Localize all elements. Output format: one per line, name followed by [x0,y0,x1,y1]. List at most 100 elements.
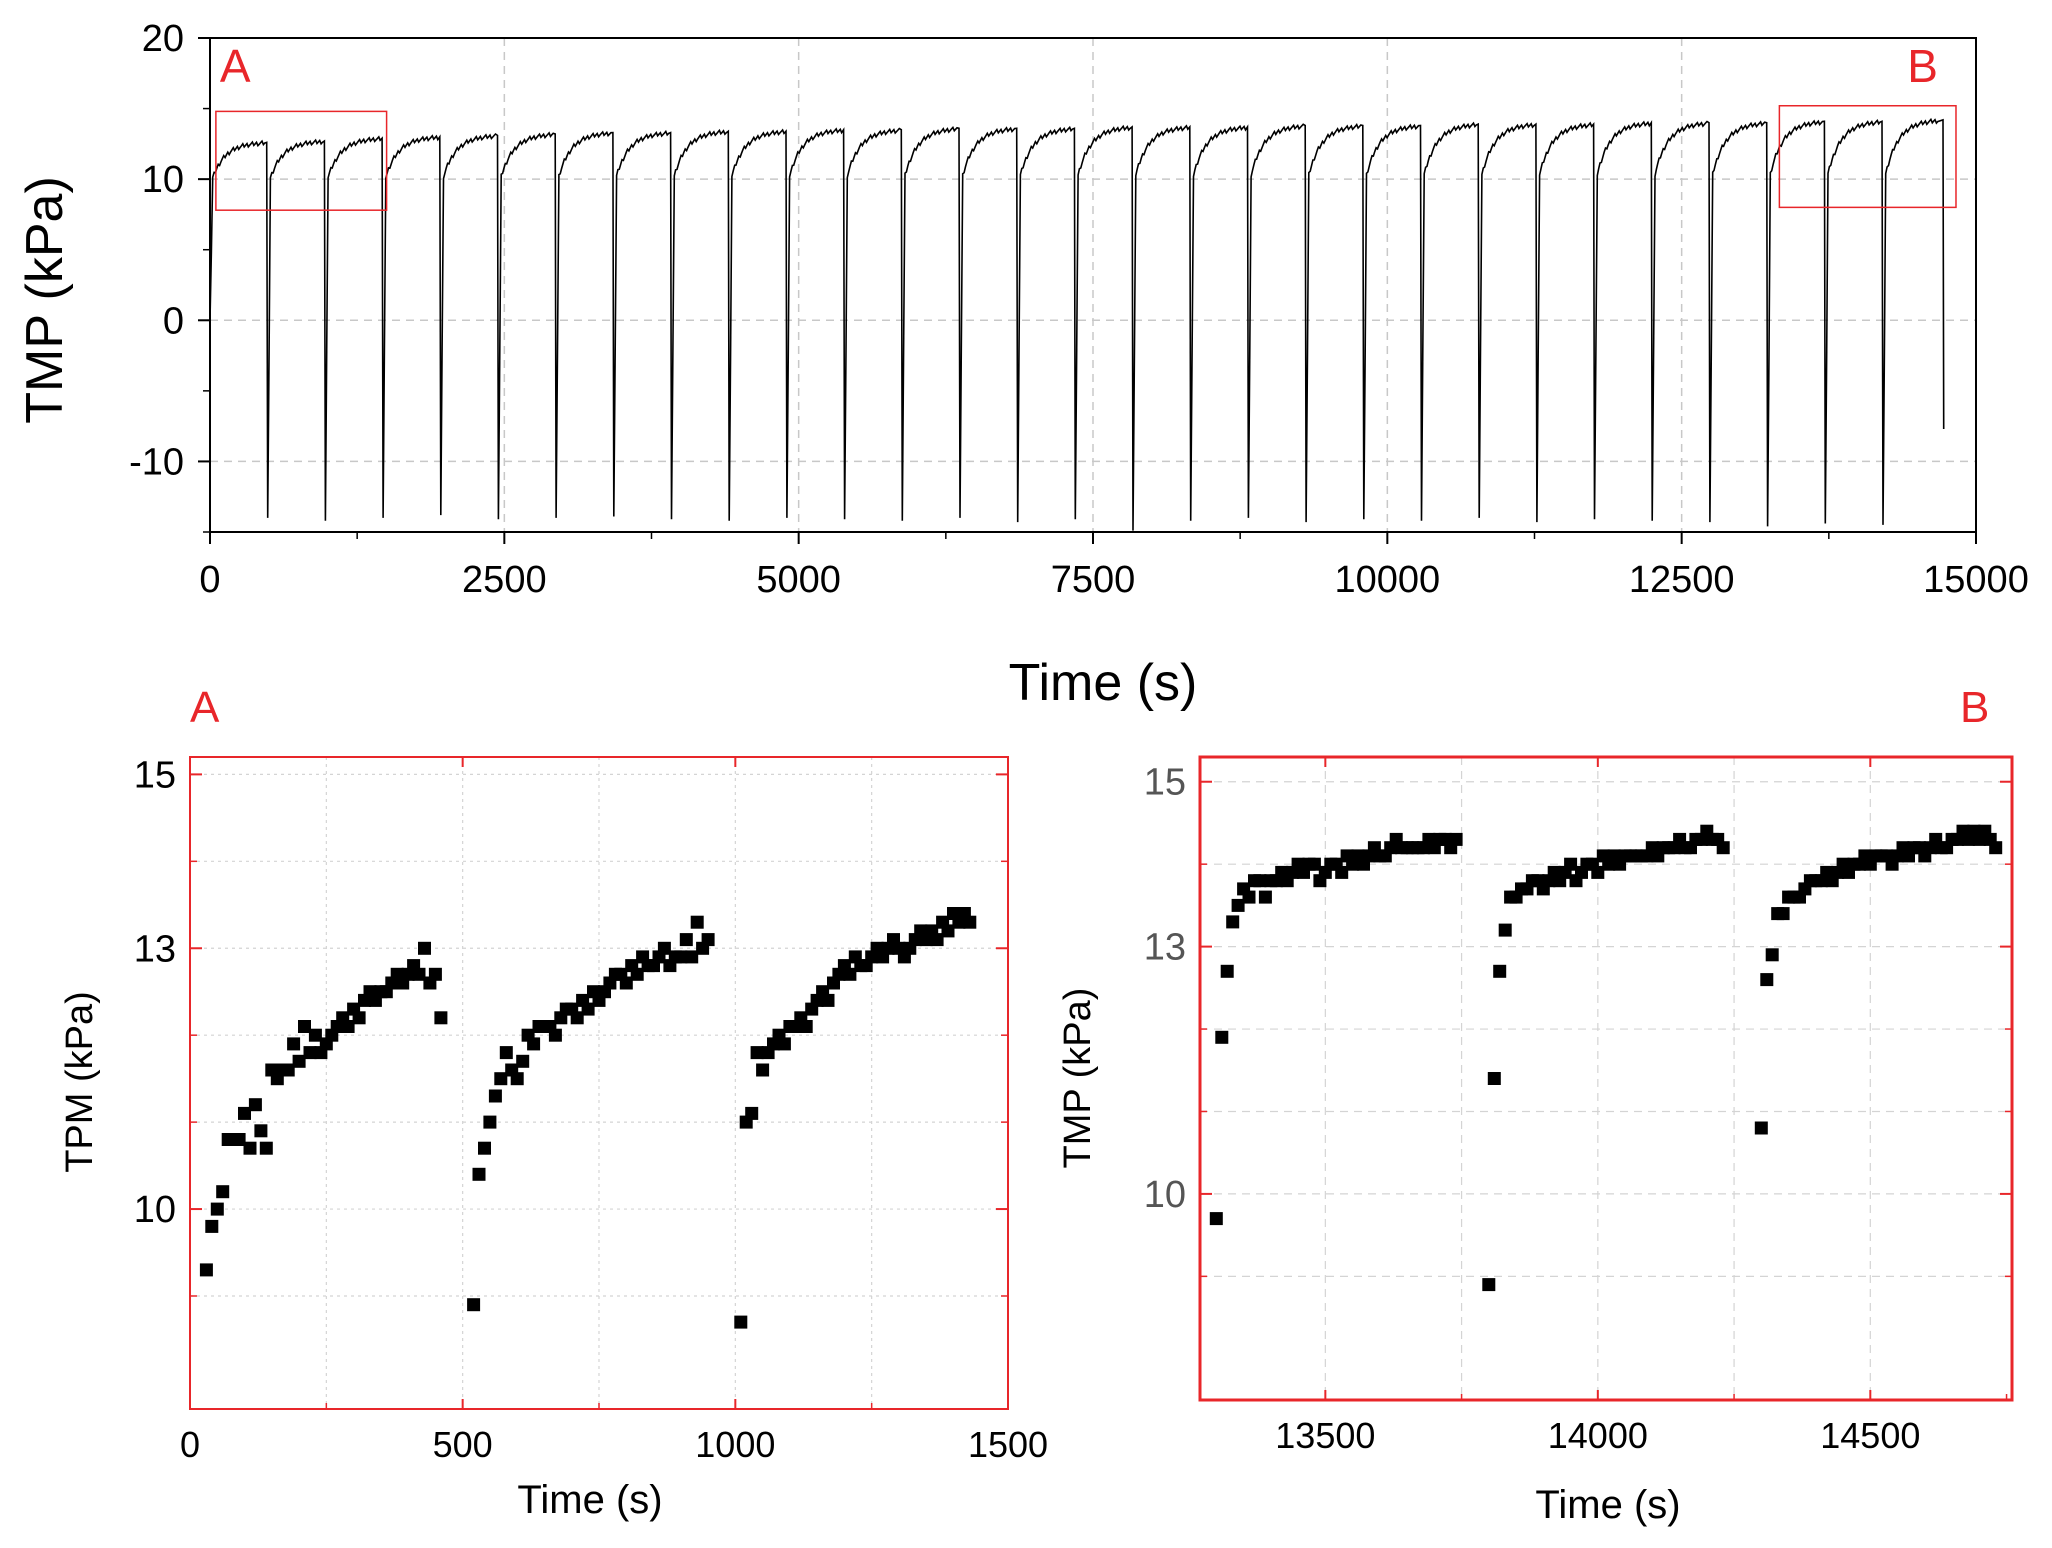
main-y-tick-label: 10 [142,159,184,201]
main-x-ticks: 0 2500 5000 7500 10000 12500 15000 [199,532,2029,601]
data-point [843,967,857,981]
data-point [428,967,442,981]
data-point [488,1089,502,1103]
data-point [248,1098,262,1112]
y-tick-label: 10 [134,1189,176,1231]
data-point [434,1011,448,1025]
data-point [292,1054,306,1068]
panel-a-y-ticks: 10 13 15 [134,754,1008,1297]
data-point [1564,857,1578,871]
data-point [254,1124,268,1138]
data-point [777,1037,791,1051]
data-point [1231,898,1245,912]
region-label-b: B [1907,40,1938,92]
data-point [298,1020,311,1033]
main-grid [210,38,1976,532]
region-box-b [1778,104,1957,209]
data-point [527,1037,541,1051]
data-point [1989,841,2003,855]
main-y-ticks: -10 0 10 20 [129,18,210,533]
data-point [341,1020,355,1033]
data-point [412,967,426,981]
data-point [1253,874,1267,888]
data-point [701,933,715,947]
data-point [238,1106,251,1120]
inset-panel-a: A 0 500 1000 1500 10 13 15 Time (s) TPM (kPa) [59,683,1048,1522]
data-point [1776,907,1790,921]
data-point [619,976,633,990]
data-point [199,1263,213,1277]
data-point [210,1202,224,1216]
x-tick-label: 0 [180,1424,200,1465]
main-y-axis-label: TMP (kPa) [16,176,74,424]
data-point [308,1028,322,1042]
data-point [930,933,944,947]
data-point [205,1219,219,1233]
data-point [232,1133,246,1146]
data-point [418,941,431,955]
data-point [548,1028,562,1042]
main-x-tick-label: 2500 [462,559,547,601]
data-point [510,1072,524,1086]
data-point [1493,964,1507,978]
data-point [745,1106,759,1120]
data-point [1765,948,1779,962]
x-tick-label: 1500 [968,1424,1048,1465]
data-point [287,1037,301,1051]
region-label-a: A [220,40,251,92]
main-x-tick-label: 10000 [1334,559,1440,601]
data-point [1215,1030,1229,1044]
y-tick-label: 10 [1144,1174,1186,1216]
data-point [1335,865,1349,879]
panel-a-points [199,907,977,1329]
main-x-tick-label: 12500 [1629,559,1735,601]
main-y-tick-label: 20 [142,18,184,60]
data-point [483,1115,497,1129]
main-y-tick-label: 0 [163,300,184,342]
main-y-tick-label: -10 [129,441,184,483]
panel-a-y-axis-label: TPM (kPa) [59,991,101,1173]
x-tick-label: 14000 [1548,1415,1648,1456]
y-tick-label: 13 [134,928,176,970]
data-point [1754,1121,1768,1135]
data-point [941,924,955,938]
panel-b-y-axis-label: TMP (kPa) [1057,988,1099,1169]
panel-b-y-ticks: 10 13 15 [1144,762,2012,1278]
main-x-tick-label: 7500 [1051,559,1136,601]
data-point [630,967,644,981]
main-tmp-series-line [209,117,1945,531]
data-point [1482,1278,1496,1292]
y-tick-label: 15 [1144,762,1186,804]
y-tick-label: 15 [134,754,176,796]
data-point [281,1063,295,1077]
data-point [756,1063,770,1077]
panel-a-x-ticks: 0 500 1000 1500 [180,757,1048,1465]
panel-a-x-axis-label: Time (s) [517,1478,662,1522]
main-x-tick-label: 0 [199,559,220,601]
data-point [734,1315,748,1329]
data-point [685,950,699,964]
data-point [243,1141,257,1155]
data-point [1258,890,1272,904]
data-point [963,915,977,929]
data-point [1760,973,1774,987]
x-tick-label: 13500 [1275,1415,1375,1456]
data-point [259,1141,273,1155]
data-point [750,1046,764,1060]
data-point [674,950,688,964]
data-point [516,1054,530,1068]
data-point [1307,857,1321,871]
panel-a-label: A [190,683,220,732]
data-point [1716,841,1730,855]
data-point [1226,915,1240,929]
data-point [1591,865,1605,879]
data-point [216,1185,230,1199]
data-point [570,1011,584,1025]
data-point [472,1167,486,1181]
data-point [799,1020,813,1033]
data-point [690,915,704,929]
data-point [467,1298,481,1312]
